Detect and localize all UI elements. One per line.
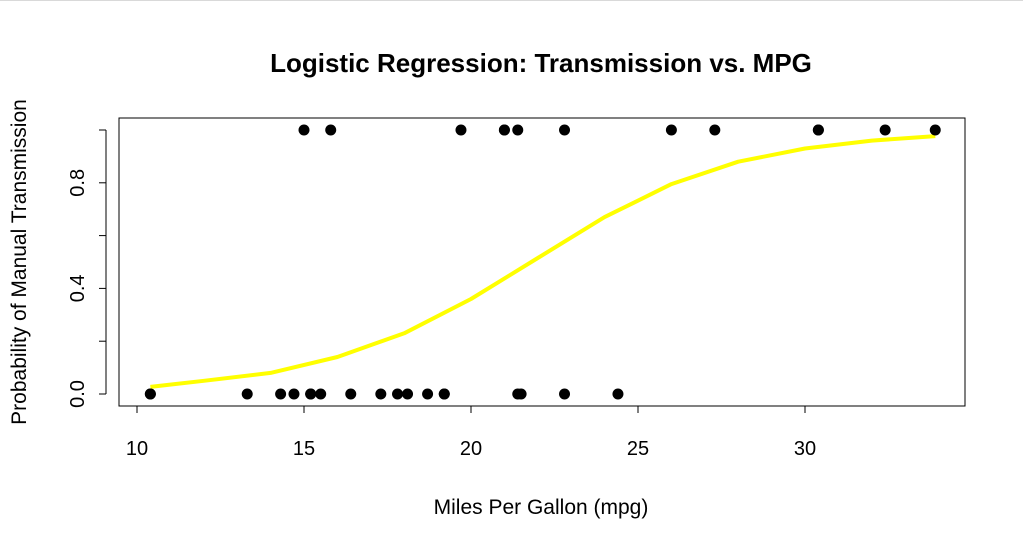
data-point	[305, 388, 317, 400]
data-point	[559, 124, 571, 136]
fitted-curve-layer	[150, 134, 936, 389]
data-point	[315, 388, 327, 400]
data-point	[241, 388, 253, 400]
data-point	[422, 388, 434, 400]
plot-area-frame	[118, 117, 966, 407]
x-tick-label: 25	[627, 438, 649, 460]
x-axis-label: Miles Per Gallon (mpg)	[434, 496, 649, 519]
data-point	[144, 388, 156, 400]
x-tick-label: 20	[460, 438, 482, 460]
y-tick-label: 0.8	[67, 169, 89, 197]
data-point	[345, 388, 357, 400]
fitted-logistic-curve	[150, 134, 936, 389]
data-point	[612, 388, 624, 400]
chart-title: Logistic Regression: Transmission vs. MP…	[270, 48, 812, 78]
x-tick-label: 30	[794, 438, 816, 460]
data-point	[812, 124, 824, 136]
data-point	[275, 388, 287, 400]
data-point	[392, 388, 404, 400]
data-point	[665, 124, 677, 136]
data-point	[929, 124, 941, 136]
data-point	[298, 124, 310, 136]
data-point	[438, 388, 450, 400]
x-tick-label: 10	[126, 438, 148, 460]
data-point	[455, 124, 467, 136]
data-point	[512, 124, 524, 136]
y-tick-label: 0.0	[67, 380, 89, 408]
data-point	[325, 124, 337, 136]
y-axis-label: Probability of Manual Transmission	[8, 99, 31, 425]
data-point	[402, 388, 414, 400]
data-point	[559, 388, 571, 400]
data-point	[498, 124, 510, 136]
data-point	[709, 124, 721, 136]
data-point	[288, 388, 300, 400]
x-tick-label: 15	[293, 438, 315, 460]
data-point	[375, 388, 387, 400]
y-tick-label: 0.4	[67, 274, 89, 302]
window-top-border	[0, 0, 1023, 1]
data-point	[879, 124, 891, 136]
x-axis: 10 15 20 25 30	[126, 405, 816, 460]
y-axis: 0.0 0.4 0.8	[67, 129, 107, 408]
data-points-layer	[144, 124, 941, 400]
data-point	[515, 388, 527, 400]
